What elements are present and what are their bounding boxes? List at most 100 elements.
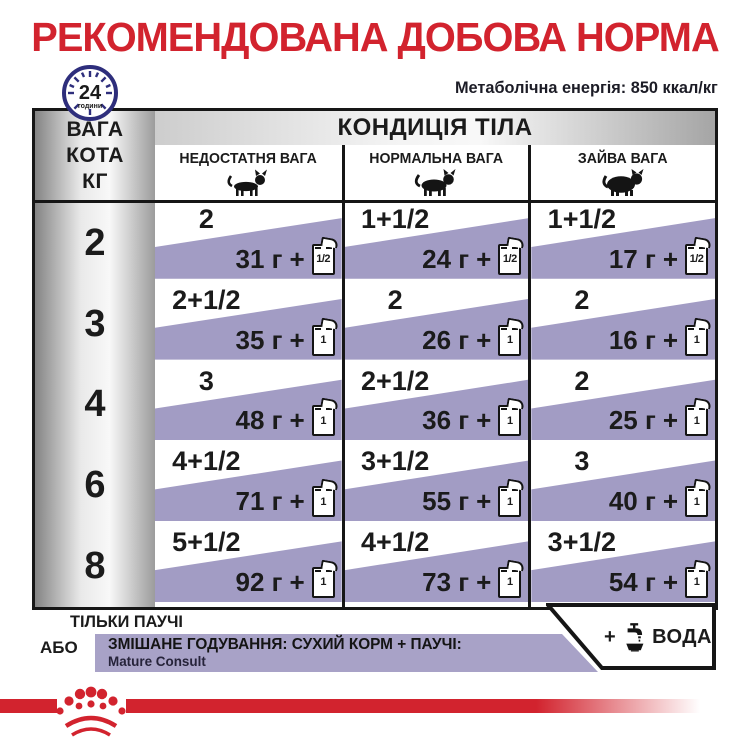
pouch-count: 4+1/2 — [172, 446, 241, 477]
pouch-sachet-count: 1 — [507, 334, 513, 347]
pouch-sachet-count: 1/2 — [689, 253, 704, 266]
dry-grams: 35 г — [235, 324, 283, 355]
mixed-feeding-amount: 36 г + 1 — [422, 405, 522, 437]
plus-sign: + — [476, 566, 492, 597]
pouch-count: 3+1/2 — [547, 527, 616, 558]
pouch-sachet-icon: 1 — [685, 405, 708, 437]
pouch-count: 2 — [574, 284, 590, 315]
pouch-count: 5+1/2 — [172, 527, 241, 558]
pouch-sachet-count: 1 — [320, 334, 326, 347]
feeding-cell: 1+1/2 17 г + 1/2 — [528, 203, 715, 284]
dry-grams: 24 г — [422, 243, 470, 274]
feeding-cell: 3 48 г + 1 — [155, 364, 342, 446]
feeding-cell: 3+1/2 55 г + 1 — [341, 445, 529, 527]
mixed-feeding-amount: 16 г + 1 — [608, 324, 708, 356]
dry-grams: 92 г — [235, 566, 283, 597]
pouch-count: 1+1/2 — [361, 204, 430, 234]
pouch-sachet-icon: 1 — [311, 324, 335, 356]
plus-sign: + — [476, 243, 492, 274]
pouch-count: 3+1/2 — [361, 446, 430, 477]
feeding-cell: 2 26 г + 1 — [341, 283, 529, 365]
dry-grams: 17 г — [608, 243, 656, 274]
svg-text:години: години — [78, 103, 102, 110]
mixed-feeding-amount: 92 г + 1 — [235, 566, 335, 598]
plus-sign: + — [476, 486, 492, 517]
pouch-count: 2 — [387, 284, 403, 315]
mixed-feeding-amount: 24 г + 1/2 — [422, 243, 522, 275]
mixed-feeding-amount: 73 г + 1 — [422, 566, 522, 598]
water-callout-outline — [543, 603, 716, 670]
mixed-feeding-amount: 55 г + 1 — [422, 486, 522, 518]
pouch-count: 2 — [574, 365, 590, 396]
pouch-count: 2+1/2 — [361, 365, 430, 396]
mixed-feeding-label: ЗМІШАНЕ ГОДУВАННЯ: СУХИЙ КОРМ + ПАУЧІ: — [108, 636, 462, 653]
pouch-count: 4+1/2 — [361, 527, 430, 558]
pouch-sachet-count: 1 — [507, 414, 513, 427]
pouch-sachet-count: 1/2 — [502, 253, 517, 266]
dry-grams: 36 г — [422, 405, 470, 436]
only-pouches-label: ТІЛЬКИ ПАУЧІ — [70, 612, 183, 631]
body-condition-header: КОНДИЦІЯ ТІЛА — [155, 111, 715, 145]
pouch-sachet-count: 1 — [507, 576, 513, 589]
pouch-sachet-icon: 1 — [311, 405, 335, 437]
pouch-count: 3 — [574, 446, 590, 477]
plus-sign: + — [476, 405, 492, 436]
weight-column-header: ВАГА КОТА КГ — [35, 111, 155, 203]
pouch-sachet-icon: 1 — [498, 324, 522, 356]
plus-sign: + — [289, 324, 305, 355]
feeding-cell: 4+1/2 73 г + 1 — [341, 526, 529, 607]
fat-cat-icon — [602, 169, 644, 196]
pouch-sachet-icon: 1 — [498, 566, 522, 598]
mixed-feeding-amount: 54 г + 1 — [609, 566, 708, 598]
plus-sign: + — [604, 625, 616, 648]
water-callout: + ВОДА — [543, 602, 718, 672]
pouch-sachet-icon: 1 — [311, 566, 335, 598]
pouch-sachet-icon: 1/2 — [311, 243, 335, 275]
water-label: ВОДА — [652, 625, 712, 648]
dry-grams: 31 г — [235, 243, 283, 274]
plus-sign: + — [289, 566, 305, 597]
red-band-left — [0, 699, 57, 713]
pouch-sachet-count: 1/2 — [316, 253, 331, 266]
pouch-count: 3 — [198, 365, 214, 396]
pouch-sachet-count: 1 — [320, 414, 326, 427]
feeding-cell: 2 25 г + 1 — [528, 364, 715, 446]
feeding-cell: 2+1/2 36 г + 1 — [341, 364, 529, 446]
mixed-feeding-amount: 35 г + 1 — [235, 324, 335, 356]
red-band-right — [126, 699, 712, 713]
dry-grams: 26 г — [422, 324, 470, 355]
column-header-overweight: ЗАЙВА ВАГА — [528, 145, 715, 203]
pouch-sachet-icon: 1 — [498, 405, 522, 437]
feeding-cell: 2 31 г + 1/2 — [155, 203, 342, 284]
plus-sign: + — [662, 405, 678, 436]
dry-grams: 25 г — [608, 405, 656, 436]
pouch-sachet-count: 1 — [507, 495, 513, 508]
plus-sign: + — [289, 243, 305, 274]
normal-cat-icon — [415, 169, 456, 196]
pouch-sachet-count: 1 — [693, 334, 700, 347]
mixed-feeding-amount: 40 г + 1 — [608, 486, 708, 518]
mixed-feeding-amount: 17 г + 1/2 — [608, 243, 708, 275]
feeding-cell: 3 40 г + 1 — [528, 445, 715, 527]
product-name: Mature Consult — [108, 653, 206, 669]
pouch-count: 2+1/2 — [172, 284, 241, 315]
plus-sign: + — [662, 243, 678, 274]
pouch-sachet-icon: 1 — [685, 566, 708, 598]
or-label: АБО — [40, 638, 78, 657]
mixed-feeding-amount: 48 г + 1 — [235, 405, 335, 437]
water-faucet-icon — [625, 623, 644, 652]
cat-weight-value: 8 — [35, 526, 155, 607]
dry-grams: 40 г — [608, 486, 656, 517]
24-hours-clock-icon: 24 години — [62, 65, 118, 121]
dry-grams: 16 г — [608, 324, 656, 355]
pouch-sachet-count: 1 — [320, 576, 326, 589]
mixed-feeding-amount: 26 г + 1 — [422, 324, 522, 356]
feeding-cell: 2 16 г + 1 — [528, 283, 715, 365]
pouch-sachet-icon: 1 — [311, 486, 335, 518]
pouch-count: 2 — [198, 204, 214, 234]
dry-grams: 48 г — [235, 405, 283, 436]
pouch-sachet-count: 1 — [693, 576, 700, 589]
pouch-sachet-icon: 1 — [685, 324, 708, 356]
cat-weight-value: 4 — [35, 364, 155, 446]
